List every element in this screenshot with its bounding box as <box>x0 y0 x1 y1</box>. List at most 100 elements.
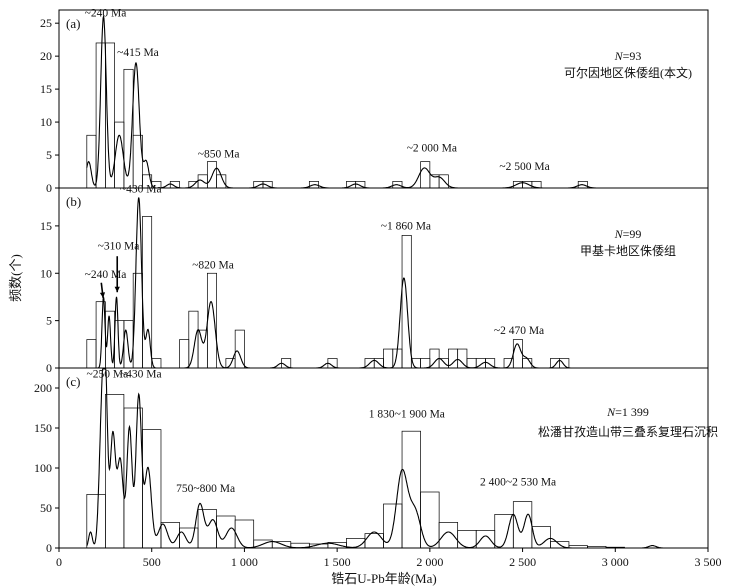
panel-frame <box>58 187 709 369</box>
sample-count-n: N <box>614 49 624 63</box>
x-tick-label: 500 <box>143 555 161 569</box>
panel-label: (a) <box>66 16 80 31</box>
y-tick-label: 100 <box>34 461 52 475</box>
y-tick-label: 50 <box>40 501 52 515</box>
y-tick-label: 5 <box>46 314 52 328</box>
histogram-bar <box>438 358 449 369</box>
y-tick-label: 150 <box>34 421 52 435</box>
y-tick-label: 15 <box>40 219 52 233</box>
peak-annotation: 2 400~2 530 Ma <box>480 477 556 489</box>
histogram-bar <box>438 174 449 189</box>
histogram-bar <box>420 358 431 369</box>
histogram-bar <box>512 501 533 549</box>
x-tick-label: 2 500 <box>509 555 536 569</box>
location-label: 甲基卡地区侏倭组 <box>580 244 676 258</box>
kde-curve <box>86 14 671 189</box>
y-axis-label: 频数(个) <box>8 254 23 302</box>
peak-annotation: ~2 470 Ma <box>494 325 544 337</box>
arrow-head <box>114 286 120 293</box>
kde-curve <box>86 197 671 369</box>
histogram-bar <box>457 348 468 369</box>
panel-label: (c) <box>66 374 80 389</box>
y-tick-label: 0 <box>46 361 52 375</box>
peak-annotation: ~2 000 Ma <box>407 143 457 155</box>
histogram-bar <box>383 348 394 369</box>
x-tick-label: 3 000 <box>602 555 629 569</box>
x-axis: 0 500 1 000 1 500 2 000 2 500 3 000 3 500 <box>56 548 722 569</box>
y-tick-label: 0 <box>46 181 52 195</box>
histogram-bar <box>550 358 561 369</box>
panel-frame <box>58 9 709 189</box>
histogram-bar <box>457 530 477 549</box>
histogram-bar <box>105 394 125 549</box>
histogram-bar <box>86 494 106 549</box>
histogram-bar <box>86 339 97 369</box>
histogram-bar <box>179 339 190 369</box>
x-tick-label: 1 000 <box>231 555 258 569</box>
sample-count: N=99 <box>614 227 642 241</box>
location-label: 可尔因地区侏倭组(本文) <box>564 65 692 80</box>
y-tick-label: 10 <box>40 115 52 129</box>
peak-annotation: ~2 500 Ma <box>499 161 549 173</box>
histogram-bar <box>364 533 384 549</box>
histogram-bar <box>531 526 551 549</box>
x-tick-label: 2 000 <box>416 555 443 569</box>
y-tick-label: 200 <box>34 381 52 395</box>
histogram-bar <box>142 429 162 549</box>
sample-count: N=93 <box>614 49 642 63</box>
histogram-bar <box>234 519 255 549</box>
peak-annotation: ~430 Ma <box>120 184 162 196</box>
peak-annotation: ~820 Ma <box>192 260 234 272</box>
y-tick-label: 15 <box>40 82 52 96</box>
sample-count-value: =1 399 <box>615 405 649 419</box>
peak-annotation: ~415 Ma <box>117 47 159 59</box>
sample-count-n: N <box>606 405 616 419</box>
sample-count: N=1 399 <box>606 405 649 419</box>
peak-annotation: ~250 Ma <box>87 369 129 381</box>
peak-annotation: ~1 860 Ma <box>381 221 431 233</box>
histogram-bar <box>475 530 496 549</box>
panel-1: 0 5 10 15 20 25 (a) N=93 可尔因地区侏倭组(本文) ~240 Ma ~415… <box>40 8 709 195</box>
histogram-bar <box>466 358 477 369</box>
histogram-bar <box>197 509 217 549</box>
location-label: 松潘甘孜造山带三叠系复理石沉积 <box>538 425 718 439</box>
panel-2: 0 5 10 15 (b) N=99 甲基卡地区侏倭组 ~430 Ma ~310 Ma ~240 … <box>40 184 709 375</box>
peak-annotation: ~850 Ma <box>198 149 240 161</box>
histogram-bar <box>179 527 199 549</box>
y-tick-label: 5 <box>46 148 52 162</box>
y-tick-label: 0 <box>46 541 52 555</box>
x-tick-label: 3 500 <box>695 555 722 569</box>
histogram-bar <box>420 161 431 189</box>
y-tick-label: 10 <box>40 266 52 280</box>
sample-count-value: =93 <box>623 49 642 63</box>
peak-annotation: 750~800 Ma <box>176 483 235 495</box>
panel-label: (b) <box>66 194 81 209</box>
y-tick-label: 20 <box>40 49 52 63</box>
histogram-bar <box>188 310 199 369</box>
histogram-bar <box>420 491 440 549</box>
x-axis-label: 锆石U-Pb年龄(Ma) <box>331 571 436 586</box>
peak-annotation: ~310 Ma <box>98 241 140 253</box>
peak-annotation: 1 830~1 900 Ma <box>369 409 445 421</box>
histogram-bar <box>271 541 292 549</box>
histogram-bar <box>559 358 570 369</box>
histogram-bar <box>438 522 459 549</box>
sample-count-n: N <box>614 227 624 241</box>
sample-count-value: =99 <box>623 227 642 241</box>
histogram-bar <box>216 515 236 549</box>
peak-annotation: ~240 Ma <box>85 269 127 281</box>
panel-3: 0 50 100 150 200 (c) N=1 399 松潘甘孜造山带三叠系复理石沉积 ~25… <box>34 367 718 555</box>
peak-annotation: ~430 Ma <box>120 369 162 381</box>
histogram-bar <box>114 121 125 189</box>
kde-curve <box>86 368 671 549</box>
histogram-bar <box>206 272 217 369</box>
arrow-head <box>99 292 106 298</box>
x-tick-label: 0 <box>56 555 62 569</box>
histogram-bar <box>550 541 570 549</box>
peak-annotation: ~240 Ma <box>85 8 127 20</box>
histogram-bar <box>401 430 421 549</box>
histogram-bar <box>160 522 180 549</box>
y-tick-label: 25 <box>40 16 52 30</box>
